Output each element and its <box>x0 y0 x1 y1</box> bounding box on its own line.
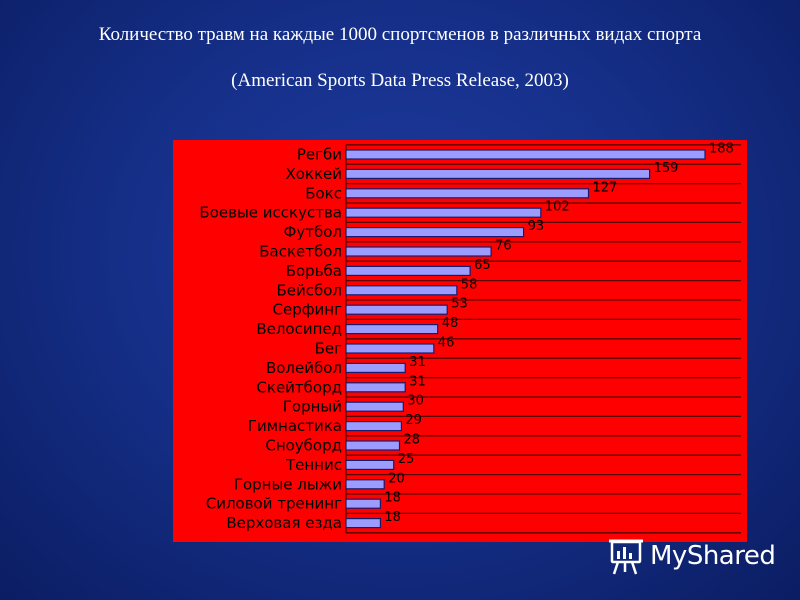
bar <box>345 498 382 509</box>
data-label: 93 <box>528 219 545 234</box>
bar <box>345 227 525 238</box>
bar <box>345 168 651 179</box>
bar <box>345 324 439 335</box>
category-label: Гимнастика <box>248 417 342 435</box>
labels: Регби 188 Хоккей 159 Бокс 127 Боевые исскуства… <box>199 142 733 533</box>
bar <box>345 479 385 490</box>
category-label: Волейбол <box>266 359 342 377</box>
data-label: 31 <box>409 355 426 370</box>
category-label: Регби <box>297 146 342 164</box>
data-label: 28 <box>404 433 421 448</box>
slide-subtitle: (American Sports Data Press Release, 200… <box>231 70 569 91</box>
bar <box>345 382 406 393</box>
watermark: MyShared <box>606 534 776 578</box>
category-label: Сноуборд <box>265 437 342 455</box>
data-label: 188 <box>709 142 734 157</box>
data-label: 102 <box>545 200 570 215</box>
data-label: 65 <box>474 258 491 273</box>
category-label: Баскетбол <box>259 243 342 261</box>
slide-title: Количество травм на каждые 1000 спортсме… <box>98 24 702 45</box>
bar <box>345 401 404 412</box>
data-label: 18 <box>384 491 401 506</box>
category-label: Бег <box>315 340 343 358</box>
bar <box>345 246 492 257</box>
watermark-text: MyShared <box>650 541 776 571</box>
presentation-board-icon <box>609 539 643 575</box>
category-label: Боевые исскуства <box>199 204 342 222</box>
category-label: Хоккей <box>285 165 342 183</box>
bar <box>345 265 471 276</box>
data-label: 53 <box>451 297 468 312</box>
bar <box>345 343 435 354</box>
data-label: 18 <box>384 510 401 525</box>
data-label: 31 <box>409 374 426 389</box>
data-label: 30 <box>407 394 424 409</box>
data-label: 48 <box>442 316 459 331</box>
category-label: Бокс <box>305 184 342 202</box>
category-label: Силовой тренинг <box>206 495 342 513</box>
bars <box>345 149 706 529</box>
bar <box>345 362 406 373</box>
bar <box>345 440 401 451</box>
data-label: 127 <box>593 180 618 195</box>
bar <box>345 207 542 218</box>
data-label: 20 <box>388 471 405 486</box>
data-label: 29 <box>405 413 422 428</box>
category-label: Верховая езда <box>226 514 342 532</box>
category-label: Бейсбол <box>276 281 342 299</box>
bar <box>345 421 403 432</box>
category-label: Борьба <box>286 262 342 280</box>
bar <box>345 459 395 470</box>
bar <box>345 285 458 296</box>
category-label: Горный <box>283 398 342 416</box>
bar <box>345 188 590 199</box>
bar <box>345 149 706 160</box>
bar <box>345 304 448 315</box>
data-label: 25 <box>398 452 415 467</box>
category-label: Горные лыжи <box>234 475 342 493</box>
data-label: 159 <box>654 161 679 176</box>
data-label: 46 <box>438 336 455 351</box>
gridlines <box>345 144 741 534</box>
category-label: Серфинг <box>273 301 343 319</box>
data-label: 58 <box>461 277 478 292</box>
category-label: Скейтборд <box>256 378 342 396</box>
category-label: Теннис <box>285 456 342 474</box>
category-label: Велосипед <box>256 320 342 338</box>
data-label: 76 <box>495 239 512 254</box>
category-label: Футбол <box>283 223 342 241</box>
bar <box>345 517 382 529</box>
